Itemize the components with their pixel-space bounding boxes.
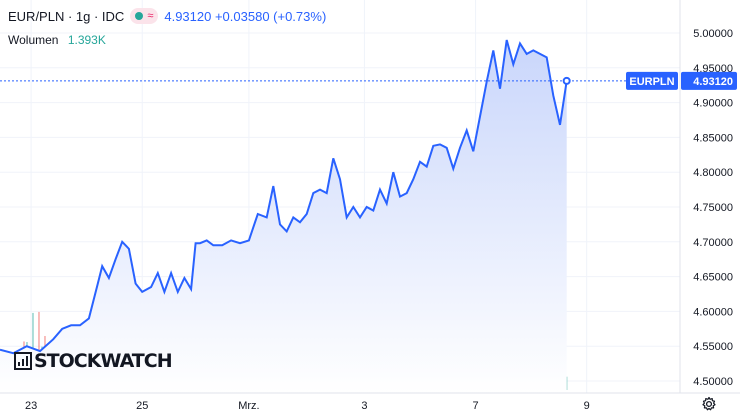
symbol-title[interactable]: EUR/PLN · 1g · IDC: [8, 8, 125, 24]
x-tick-label: 7: [472, 400, 478, 412]
chart-header: EUR/PLN · 1g · IDC ≈ 4.93120 +0.03580 (+…: [8, 8, 326, 24]
y-tick-label: 4.70000: [693, 237, 733, 249]
x-tick-label: Mrz.: [238, 400, 259, 412]
price-line: [0, 39, 568, 355]
y-tick-label: 4.50000: [693, 376, 733, 388]
green-status-dot-icon: [135, 12, 144, 20]
price-tag: EURPLN 4.93120: [626, 71, 737, 90]
price-tag-box: [681, 71, 737, 90]
y-tick-label: 4.85000: [693, 132, 733, 144]
y-tick-label: 4.60000: [693, 306, 733, 318]
price-tag-text: 4.93120: [693, 76, 733, 88]
volume-legend[interactable]: Wolumen 1.393K: [8, 33, 106, 47]
volume-value: 1.393K: [67, 33, 106, 47]
market-status-pill[interactable]: ≈: [130, 8, 159, 24]
time-axis[interactable]: 23 25 Mrz. 3 7 9: [0, 392, 740, 412]
price-area: [0, 40, 567, 393]
y-tick-label: 4.75000: [693, 202, 733, 214]
y-tick-label: 4.90000: [693, 98, 733, 110]
y-tick-label: 4.95000: [693, 63, 733, 75]
quote-value: 4.93120 +0.03580 (+0.73%): [164, 8, 327, 24]
y-tick-label: 4.65000: [693, 272, 733, 284]
x-tick-label: 23: [25, 400, 37, 412]
symbol-tag-text: EURPLN: [629, 76, 674, 88]
stockwatch-logo: STOCKWATCH: [14, 350, 173, 372]
logo-bars-icon: [14, 352, 32, 370]
x-tick-label: 3: [361, 400, 367, 412]
logo-text: STOCKWATCH: [34, 350, 173, 372]
y-tick-label: 4.55000: [693, 341, 733, 353]
y-tick-label: 5.00000: [693, 28, 733, 40]
x-tick-label: 25: [136, 400, 148, 412]
price-axis[interactable]: 5.00000 4.95000 4.90000 4.85000 4.80000 4.750…: [693, 28, 733, 388]
y-tick-label: 4.80000: [693, 167, 733, 179]
symbol-tag-box: [626, 71, 678, 90]
wave-icon: ≈: [147, 10, 154, 22]
x-tick-label: 9: [584, 400, 590, 412]
gear-icon[interactable]: [701, 396, 717, 412]
last-price-dot: [562, 76, 571, 85]
volume-label: Wolumen: [8, 33, 59, 47]
